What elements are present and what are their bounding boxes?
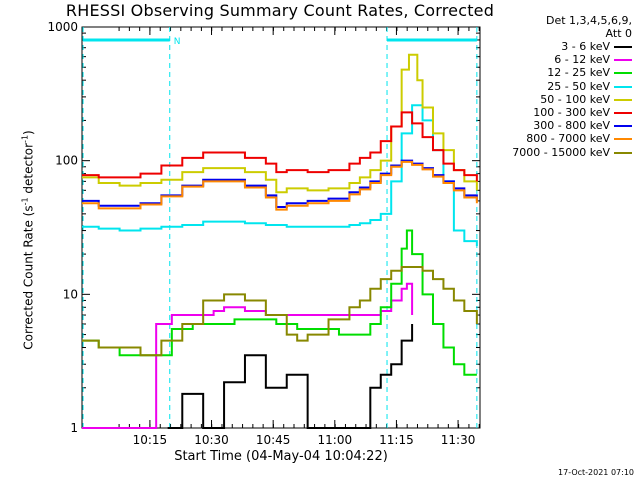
legend-swatch [614, 46, 632, 48]
legend-item: 50 - 100 keV [484, 93, 634, 106]
series-line [82, 229, 477, 376]
legend-swatch [614, 85, 632, 88]
legend-item: 7000 - 15000 keV [484, 146, 634, 159]
legend-label: 50 - 100 keV [540, 92, 610, 106]
legend-swatch [614, 138, 632, 141]
x-tick-label: 11:30 [441, 433, 476, 447]
legend-item: 12 - 25 keV [484, 66, 634, 79]
series-line [167, 323, 414, 429]
chart-title: RHESSI Observing Summary Count Rates, Co… [65, 1, 495, 20]
observing-flag-label: N [174, 37, 181, 47]
x-tick-label: 10:30 [194, 433, 229, 447]
legend-label: 12 - 25 keV [547, 66, 610, 80]
legend-item: 800 - 7000 keV [484, 132, 634, 145]
legend-label: 6 - 12 keV [554, 53, 610, 67]
legend-item: 6 - 12 keV [484, 53, 634, 66]
y-tick-label: 100 [55, 154, 78, 168]
legend-swatch [614, 112, 632, 114]
legend-item: 300 - 800 keV [484, 119, 634, 132]
x-tick-label: 11:15 [379, 433, 414, 447]
series-line [82, 266, 478, 357]
footer-timestamp: 17-Oct-2021 07:10 [558, 468, 634, 477]
legend-item: 25 - 50 keV [484, 80, 634, 93]
series-line [82, 53, 478, 194]
legend-label: 100 - 300 keV [533, 106, 610, 119]
axes-frame [81, 26, 481, 429]
y-tick-label: 1 [70, 421, 78, 435]
series-line [82, 111, 478, 182]
legend-label: 3 - 6 keV [561, 40, 610, 53]
legend-label: 7000 - 15000 keV [512, 145, 610, 159]
detectors-label: Det 1,3,4,5,6,9, [545, 14, 632, 27]
y-tick-label: 10 [63, 287, 78, 301]
legend-label: 25 - 50 keV [547, 79, 610, 93]
x-tick-label: 10:15 [133, 433, 168, 447]
legend-label: 300 - 800 keV [533, 119, 610, 133]
x-tick-label: 10:45 [256, 433, 291, 447]
legend-label: 800 - 7000 keV [526, 132, 610, 146]
x-axis-label: Start Time (04-May-04 10:04:22) [174, 449, 388, 464]
series-line [82, 160, 478, 211]
legend-swatch [614, 125, 632, 128]
legend-swatch [614, 98, 632, 101]
legend-swatch [614, 72, 632, 75]
x-tick-label: 11:00 [318, 433, 353, 447]
legend-swatch [614, 151, 632, 154]
legend-swatch [614, 59, 632, 62]
legend-item: 3 - 6 keV [484, 40, 634, 53]
attenuator-label: Att 0 [605, 27, 632, 40]
legend-item: 100 - 300 keV [484, 106, 634, 119]
y-tick-label: 1000 [47, 20, 78, 34]
